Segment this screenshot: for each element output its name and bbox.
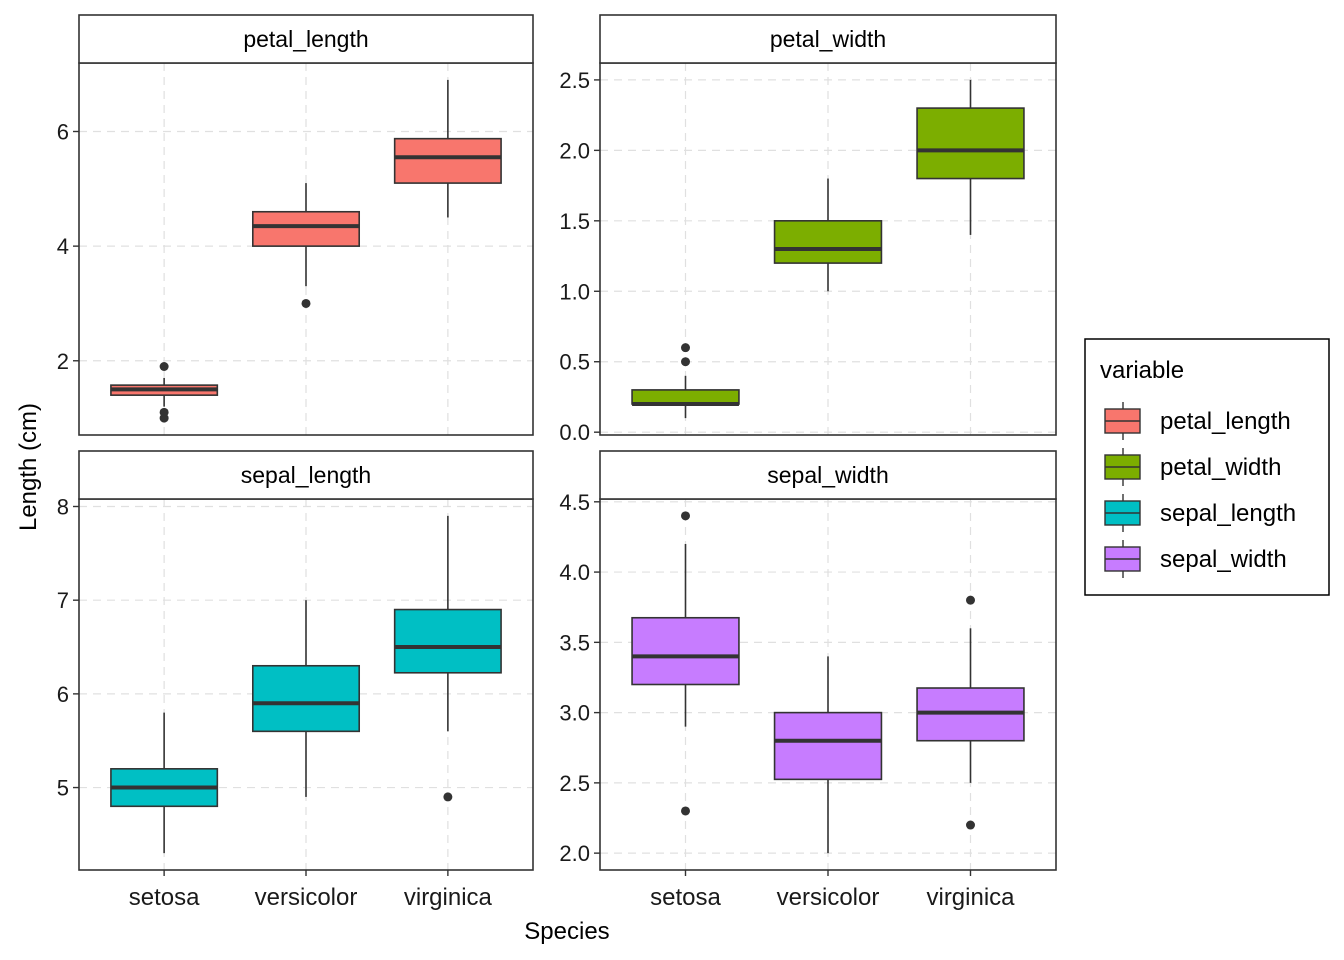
box-iqr	[251, 210, 361, 247]
x-tick-label: setosa	[650, 884, 721, 911]
y-tick-label: 2.5	[559, 771, 590, 796]
y-tick-label: 2.0	[559, 841, 590, 866]
x-tick-label: versicolor	[777, 884, 880, 911]
box-virginica	[393, 515, 502, 802]
outlier-point	[159, 407, 169, 417]
strip-box	[599, 450, 1057, 500]
outlier-point	[966, 595, 975, 605]
y-tick-label: 3.0	[559, 701, 590, 726]
box-versicolor	[773, 178, 883, 292]
outlier-point	[159, 362, 169, 372]
box-iqr	[916, 107, 1025, 180]
legend-label: sepal_width	[1160, 546, 1287, 573]
panels: petal_length 2 4 6 petal_width 0.0 0.5 1.0 1.5 2.…	[57, 14, 1057, 911]
strip-box	[78, 14, 534, 64]
y-tick-label: 0.5	[559, 350, 590, 375]
y-tick-label: 6	[57, 682, 69, 707]
y-tick-label: 1.0	[559, 279, 590, 304]
legend-key-icon	[1104, 448, 1141, 486]
box-setosa	[110, 712, 219, 854]
y-tick-label: 4.0	[559, 560, 590, 585]
strip-box	[599, 14, 1057, 64]
y-tick-label: 6	[57, 119, 69, 144]
legend-key-icon	[1104, 540, 1141, 578]
panel-petal_length: petal_length 2 4 6	[57, 14, 534, 436]
panel-petal_width: petal_width 0.0 0.5 1.0 1.5 2.0 2.5	[559, 14, 1057, 445]
outlier-point	[681, 511, 690, 521]
y-tick-label: 2.5	[559, 68, 590, 93]
y-tick-label: 7	[57, 588, 69, 613]
x-tick-label: virginica	[926, 884, 1015, 911]
legend: variable petal_length petal_width sepal_le…	[1084, 338, 1330, 596]
outlier-point	[443, 792, 453, 802]
outlier-point	[681, 806, 690, 816]
legend-item-petal_width: petal_width	[1104, 448, 1281, 486]
box-iqr	[251, 664, 361, 733]
box-setosa	[631, 511, 740, 816]
box-virginica	[916, 79, 1025, 235]
y-tick-label: 2.0	[559, 138, 590, 163]
box-versicolor	[773, 656, 883, 854]
legend-key-icon	[1104, 402, 1141, 440]
outlier-point	[966, 820, 975, 830]
outlier-point	[681, 343, 690, 353]
outlier-point	[301, 298, 311, 308]
box-iqr	[773, 711, 883, 781]
legend-label: petal_width	[1160, 454, 1281, 481]
y-tick-label: 8	[57, 494, 69, 519]
y-axis-title: Length (cm)	[15, 403, 42, 531]
legend-item-sepal_width: sepal_width	[1104, 540, 1287, 578]
y-tick-label: 4.5	[559, 490, 590, 515]
legend-title: variable	[1100, 357, 1184, 384]
y-tick-label: 1.5	[559, 209, 590, 234]
legend-item-petal_length: petal_length	[1104, 402, 1291, 440]
x-axis-title: Species	[524, 918, 609, 945]
legend-item-sepal_length: sepal_length	[1104, 494, 1296, 532]
panel-sepal_width: sepal_width 2.0 2.5 3.0 3.5 4.0 4.5 setosa versi…	[559, 450, 1057, 911]
legend-label: sepal_length	[1160, 500, 1296, 527]
y-tick-label: 5	[57, 776, 69, 801]
box-iqr	[393, 137, 502, 184]
box-virginica	[916, 595, 1025, 830]
box-iqr	[773, 220, 883, 264]
legend-key-icon	[1104, 494, 1141, 532]
box-iqr	[393, 608, 502, 674]
legend-label: petal_length	[1160, 408, 1291, 435]
box-versicolor	[251, 600, 361, 797]
box-iqr	[631, 389, 740, 405]
y-tick-label: 4	[57, 234, 69, 259]
box-iqr	[631, 616, 740, 686]
box-versicolor	[251, 183, 361, 308]
strip-label: sepal_width	[767, 462, 888, 488]
y-tick-label: 3.5	[559, 630, 590, 655]
x-tick-label: virginica	[404, 884, 493, 911]
x-tick-label: versicolor	[255, 884, 358, 911]
y-tick-label: 2	[57, 349, 69, 374]
strip-label: petal_length	[243, 26, 368, 52]
panel-sepal_length: sepal_length 5 6 7 8 setosa versicolor virginic…	[57, 450, 534, 911]
strip-label: sepal_length	[241, 462, 371, 488]
box-virginica	[393, 79, 502, 218]
y-tick-label: 0.0	[559, 420, 590, 445]
strip-label: petal_width	[770, 26, 886, 52]
x-tick-label: setosa	[129, 884, 200, 911]
box-setosa	[631, 343, 740, 419]
strip-box	[78, 450, 534, 500]
box-setosa	[110, 362, 219, 423]
outlier-point	[681, 357, 690, 367]
